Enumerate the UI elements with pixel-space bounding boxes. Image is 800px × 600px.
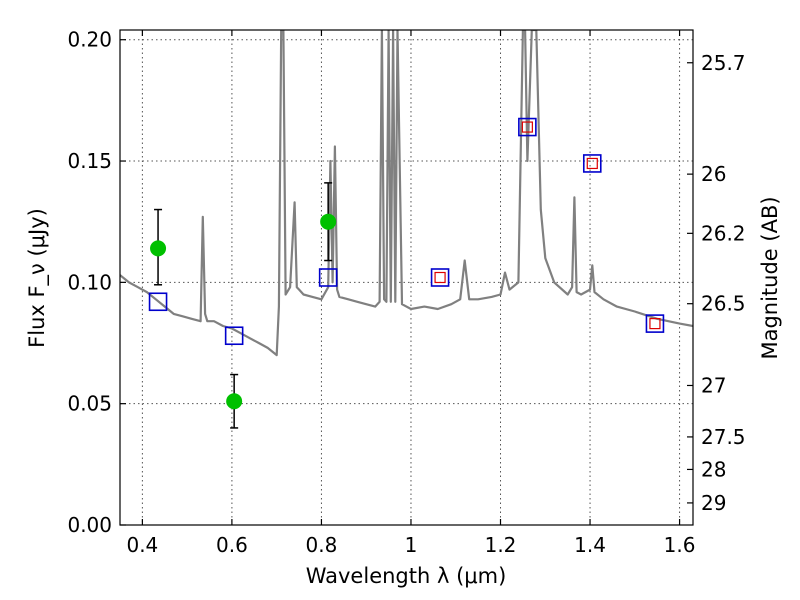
y2-axis-title: Magnitude (AB)	[758, 196, 782, 359]
y2-tick-label: 27.5	[701, 425, 746, 449]
x-tick-label: 1.4	[574, 533, 606, 557]
model-box-marker	[645, 314, 665, 333]
y2-tick-label: 27	[701, 373, 726, 397]
y-tick-label: 0.05	[67, 392, 112, 416]
x-tick-label: 0.6	[216, 533, 248, 557]
model-inner-marker	[434, 271, 446, 284]
axes: 0.4 0.6 0.8 1 1.2 1.4 1.6 0.00 0.05 0.10 0.15 0.20 2…	[67, 28, 745, 557]
observed-point	[226, 393, 243, 410]
y2-tick-label: 28	[701, 457, 726, 481]
model-box-marker	[582, 154, 602, 173]
x-tick-label: 1.6	[664, 533, 696, 557]
model-box-marker	[430, 268, 450, 287]
model-inner-marker	[521, 121, 533, 133]
model-box-marker	[318, 268, 338, 287]
x-axis-title: Wavelength λ (μm)	[306, 564, 507, 588]
y-tick-label: 0.20	[67, 28, 112, 52]
x-tick-label: 1.2	[485, 533, 517, 557]
model-box-marker	[224, 326, 244, 346]
x-tick-label: 0.8	[306, 533, 338, 557]
plot-area	[120, 30, 693, 357]
y2-tick-label: 29	[701, 491, 726, 515]
observed-point	[150, 240, 167, 257]
model-inner-marker	[649, 318, 661, 330]
plot-frame	[119, 29, 694, 526]
template-spectrum-line	[120, 30, 693, 357]
model-inner-marker	[586, 157, 598, 170]
x-tick-label: 1	[405, 533, 418, 557]
y2-tick-label: 25.7	[701, 51, 746, 75]
y-tick-label: 0.00	[67, 513, 112, 537]
x-tick-label: 0.4	[126, 533, 158, 557]
model-box-marker	[518, 117, 537, 137]
markers	[148, 117, 665, 429]
model-box-marker	[148, 292, 168, 312]
y-axis-title: Flux F_ν (μJy)	[25, 208, 50, 348]
grid-lines	[120, 30, 693, 526]
observed-point	[320, 213, 337, 230]
y2-tick-label: 26.2	[701, 221, 746, 245]
y2-tick-label: 26.5	[701, 292, 746, 316]
y2-tick-label: 26	[701, 162, 726, 186]
y-tick-label: 0.15	[67, 149, 112, 173]
y-tick-label: 0.10	[67, 270, 112, 294]
